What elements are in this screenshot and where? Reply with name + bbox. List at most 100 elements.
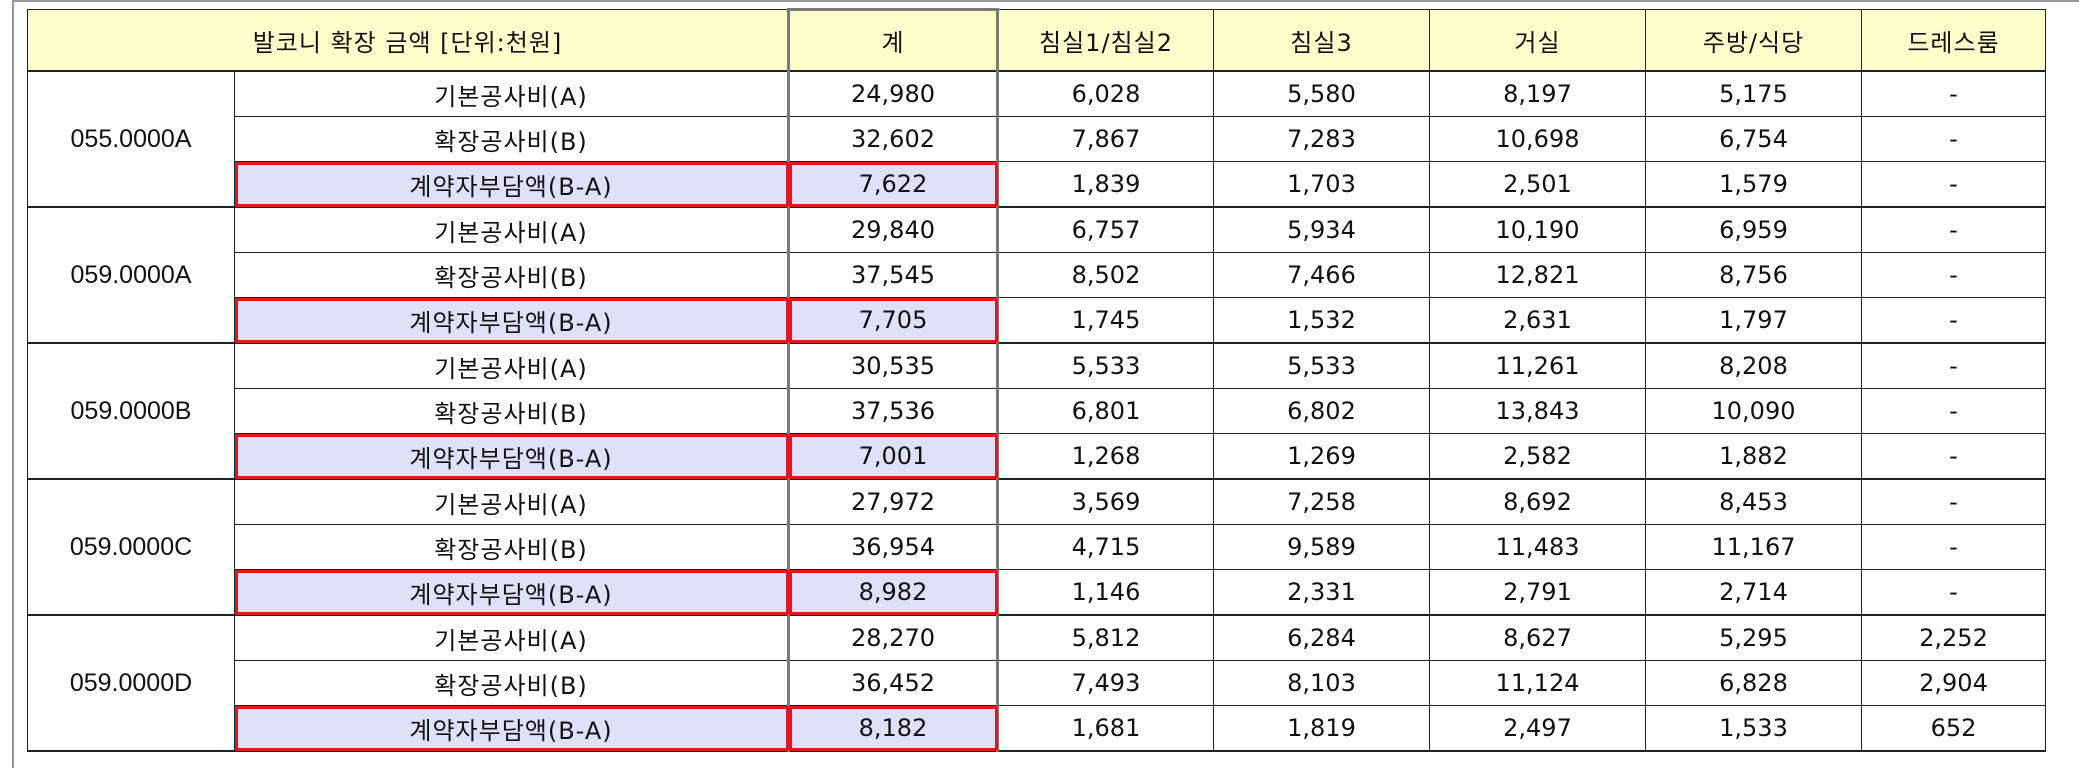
value-cell-bedroom12: 8,502 xyxy=(997,252,1214,298)
value-cell-dressroom: - xyxy=(1861,524,2046,570)
value-cell-bedroom12: 1,839 xyxy=(997,161,1214,208)
value-cell-dressroom: - xyxy=(1861,478,2046,525)
value-cell-bedroom12: 6,801 xyxy=(997,388,1214,434)
table-row: 059.0000C 기본공사비(A) 27,972 3,569 7,258 8,692 8,… xyxy=(27,478,2046,616)
value-cell-kitchen: 10,090 xyxy=(1645,388,1862,434)
value-cell-living: 12,821 xyxy=(1429,252,1646,298)
header-col-kitchen: 주방/식당 xyxy=(1645,9,1862,72)
contractor-share-label: 계약자부담액(B-A) xyxy=(234,297,789,344)
value-cell-kitchen: 8,208 xyxy=(1645,342,1862,389)
value-cell-dressroom: - xyxy=(1861,342,2046,389)
unit-type-cell: 059.0000A xyxy=(27,206,235,344)
value-cell-bedroom12: 3,569 xyxy=(997,478,1214,525)
header-total: 계 xyxy=(787,8,999,72)
table-row: 확장공사비(B) 36,954 4,715 9,589 11,483 11,167- xyxy=(28,524,2046,570)
value-cell-dressroom: - xyxy=(1861,116,2046,162)
value-cell-dressroom: - xyxy=(1861,297,2046,344)
value-cell-bedroom3: 5,934 xyxy=(1213,206,1430,253)
cost-item-label: 기본공사비(A) xyxy=(234,70,789,117)
value-cell-bedroom3: 1,269 xyxy=(1213,433,1430,480)
value-cell-bedroom3: 7,466 xyxy=(1213,252,1430,298)
value-cell-kitchen: 1,797 xyxy=(1645,297,1862,344)
header-col-living: 거실 xyxy=(1429,9,1646,72)
value-cell-bedroom12: 4,715 xyxy=(997,524,1214,570)
cost-item-label: 확장공사비(B) xyxy=(234,660,789,706)
row-total-cell: 29,840 xyxy=(787,206,999,253)
value-cell-kitchen: 6,754 xyxy=(1645,116,1862,162)
unit-type-cell: 059.0000D xyxy=(27,614,235,752)
row-total-cell: 27,972 xyxy=(787,478,999,525)
value-cell-bedroom12: 6,028 xyxy=(997,70,1214,117)
value-cell-bedroom3: 5,533 xyxy=(1213,342,1430,389)
value-cell-bedroom3: 1,532 xyxy=(1213,297,1430,344)
row-total-cell: 32,602 xyxy=(787,116,999,162)
value-cell-dressroom: - xyxy=(1861,433,2046,480)
contractor-share-label: 계약자부담액(B-A) xyxy=(234,433,789,480)
contractor-share-label: 계약자부담액(B-A) xyxy=(234,569,789,616)
value-cell-kitchen: 5,175 xyxy=(1645,70,1862,117)
row-total-cell: 37,545 xyxy=(787,252,999,298)
table-row: 055.0000A 기본공사비(A) 24,980 6,028 5,580 8,197 5,… xyxy=(27,70,2046,208)
contractor-share-label: 계약자부담액(B-A) xyxy=(234,161,789,208)
table-row: 059.0000D 기본공사비(A) 28,270 5,812 6,284 8,627 5,… xyxy=(27,614,2046,752)
value-cell-kitchen: 5,295 xyxy=(1645,614,1862,661)
unit-type-cell: 059.0000B xyxy=(27,342,235,480)
value-cell-bedroom3: 9,589 xyxy=(1213,524,1430,570)
row-total-cell: 37,536 xyxy=(787,388,999,434)
value-cell-bedroom3: 5,580 xyxy=(1213,70,1430,117)
value-cell-bedroom3: 7,283 xyxy=(1213,116,1430,162)
value-cell-bedroom3: 1,819 xyxy=(1213,705,1430,752)
value-cell-living: 2,631 xyxy=(1429,297,1646,344)
header-title: 발코니 확장 금액 [단위:천원] xyxy=(27,9,789,72)
value-cell-kitchen: 1,882 xyxy=(1645,433,1862,480)
contractor-share-total: 7,622 xyxy=(787,161,999,208)
value-cell-bedroom12: 5,533 xyxy=(997,342,1214,389)
value-cell-bedroom3: 1,703 xyxy=(1213,161,1430,208)
unit-type-cell: 055.0000A xyxy=(27,70,235,208)
value-cell-kitchen: 8,756 xyxy=(1645,252,1862,298)
value-cell-dressroom: - xyxy=(1861,252,2046,298)
contractor-share-label: 계약자부담액(B-A) xyxy=(234,705,789,752)
value-cell-living: 8,197 xyxy=(1429,70,1646,117)
value-cell-kitchen: 6,828 xyxy=(1645,660,1862,706)
value-cell-bedroom12: 1,745 xyxy=(997,297,1214,344)
value-cell-bedroom3: 7,258 xyxy=(1213,478,1430,525)
cost-item-label: 기본공사비(A) xyxy=(234,342,789,389)
value-cell-kitchen: 8,453 xyxy=(1645,478,1862,525)
page-frame-left xyxy=(12,0,14,768)
value-cell-bedroom12: 6,757 xyxy=(997,206,1214,253)
row-total-cell: 24,980 xyxy=(787,70,999,117)
value-cell-dressroom: 652 xyxy=(1861,705,2046,752)
value-cell-bedroom12: 7,867 xyxy=(997,116,1214,162)
value-cell-living: 2,582 xyxy=(1429,433,1646,480)
table-row: 계약자부담액(B-A) 8,182 1,681 1,819 2,497 1,533 652 xyxy=(28,705,2046,752)
table-row: 059.0000B 기본공사비(A) 30,535 5,533 5,533 11,261 8… xyxy=(27,342,2046,480)
row-total-cell: 36,452 xyxy=(787,660,999,706)
cost-item-label: 기본공사비(A) xyxy=(234,478,789,525)
contractor-share-total: 8,182 xyxy=(787,705,999,752)
value-cell-living: 10,698 xyxy=(1429,116,1646,162)
cost-item-label: 확장공사비(B) xyxy=(234,524,789,570)
value-cell-kitchen: 6,959 xyxy=(1645,206,1862,253)
table-row: 확장공사비(B) 37,536 6,801 6,802 13,843 10,090- xyxy=(28,388,2046,434)
value-cell-kitchen: 11,167 xyxy=(1645,524,1862,570)
unit-type-cell: 059.0000C xyxy=(27,478,235,616)
table-row: 계약자부담액(B-A) 7,705 1,745 1,532 2,631 1,797- xyxy=(28,297,2046,344)
value-cell-bedroom3: 2,331 xyxy=(1213,569,1430,616)
value-cell-living: 10,190 xyxy=(1429,206,1646,253)
value-cell-dressroom: - xyxy=(1861,388,2046,434)
value-cell-bedroom12: 5,812 xyxy=(997,614,1214,661)
value-cell-dressroom: - xyxy=(1861,569,2046,616)
contractor-share-total: 7,001 xyxy=(787,433,999,480)
cost-item-label: 기본공사비(A) xyxy=(234,206,789,253)
value-cell-dressroom: - xyxy=(1861,70,2046,117)
table-row: 계약자부담액(B-A) 7,622 1,839 1,703 2,501 1,579- xyxy=(28,161,2046,208)
value-cell-bedroom12: 1,681 xyxy=(997,705,1214,752)
value-cell-bedroom12: 1,146 xyxy=(997,569,1214,616)
value-cell-bedroom12: 7,493 xyxy=(997,660,1214,706)
value-cell-living: 11,261 xyxy=(1429,342,1646,389)
page-frame-top xyxy=(12,0,2079,2)
row-total-cell: 36,954 xyxy=(787,524,999,570)
value-cell-bedroom3: 6,802 xyxy=(1213,388,1430,434)
